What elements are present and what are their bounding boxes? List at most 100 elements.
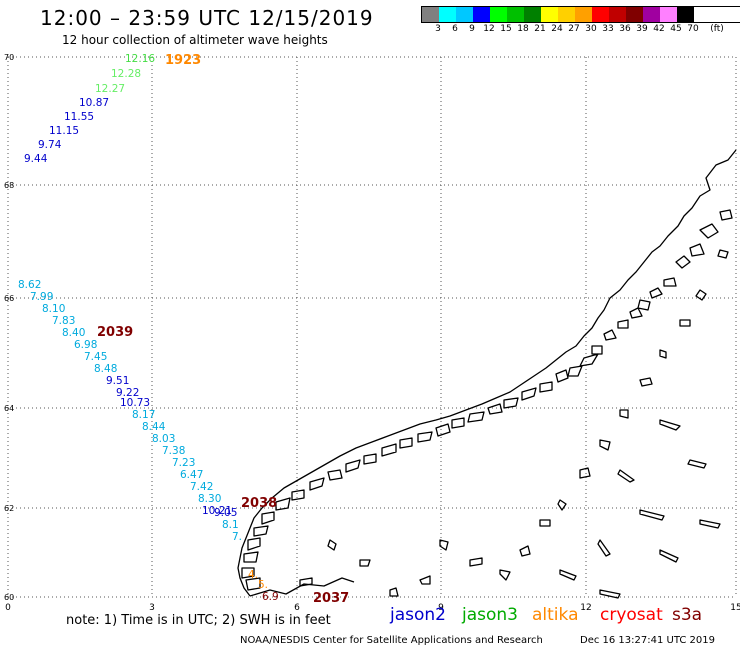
wave-height-label: 8.03 [152, 433, 175, 445]
wave-height-label: 7.99 [30, 291, 53, 303]
wave-height-label: 8.62 [18, 279, 41, 291]
legend-swatch-30 [575, 7, 592, 22]
legend-labels: 3 6 9 12 15 18 21 24 27 30 33 36 39 42 45 70 (ft) [421, 23, 740, 35]
coast-fjords-mid [241, 353, 599, 591]
legend-label-39: 39 [636, 24, 648, 34]
wave-height-label: 8.40 [62, 327, 85, 339]
legend-swatch-39 [626, 7, 643, 22]
legend-swatch-6 [439, 7, 456, 22]
lat-tick-label: 68 [4, 181, 14, 190]
legend-unit: (ft) [710, 24, 724, 34]
measurement-labels: 12.16 12.28 12.27 10.87 11.55 11.15 9.74 9.44 8.… [18, 53, 349, 606]
coastline [237, 149, 737, 599]
inland-lakes [299, 249, 729, 599]
wave-height-label: 9.05 [214, 507, 237, 519]
footer-note: note: 1) Time is in UTC; 2) SWH is in fe… [66, 613, 331, 628]
legend-swatch-36 [609, 7, 626, 22]
page-subtitle: 12 hour collection of altimeter wave hei… [62, 33, 328, 47]
norway-mainland-coast [237, 149, 737, 597]
wave-height-label: 8.17 [132, 409, 155, 421]
wave-height-label: 10.73 [120, 397, 150, 409]
legend-label-12: 12 [483, 24, 495, 34]
wave-height-label: 7.83 [52, 315, 75, 327]
legend-swatch-33 [592, 7, 609, 22]
wave-height-label: 8.44 [142, 421, 166, 433]
legend-swatch-3 [422, 7, 439, 22]
legend-swatch-18 [507, 7, 524, 22]
wave-height-label: 11.15 [49, 125, 79, 137]
coast-islands-north [591, 209, 733, 355]
legend-label-24: 24 [551, 24, 563, 34]
lon-tick-label: 0 [5, 603, 11, 613]
wave-height-label: 9.22 [116, 387, 139, 399]
legend-label-21: 21 [534, 24, 546, 34]
legend-label-6: 6 [452, 24, 458, 34]
legend-swatch-9 [456, 7, 473, 22]
legend-label-27: 27 [568, 24, 580, 34]
legend-label-18: 18 [517, 24, 529, 34]
legend-swatch-15 [490, 7, 507, 22]
footer-credit: NOAA/NESDIS Center for Satellite Applica… [240, 635, 543, 646]
wave-height-label: 7.45 [84, 351, 107, 363]
wave-height-label: 10.21 [202, 505, 232, 517]
pass-time-label: 2039 [97, 325, 133, 340]
legend-label-33: 33 [602, 24, 614, 34]
wave-height-label: 8.10 [42, 303, 65, 315]
legend-swatch-27 [558, 7, 575, 22]
legend-label-42: 42 [653, 24, 665, 34]
lat-tick-label: 66 [4, 294, 14, 303]
mission-altika: altika [532, 605, 579, 625]
color-legend: 3 6 9 12 15 18 21 24 27 30 33 36 39 42 45 70 (ft) [421, 6, 740, 35]
wave-height-label: 9.44 [24, 153, 48, 165]
lon-tick-label: 15 [730, 603, 740, 613]
lat-tick-label: 64 [4, 404, 14, 413]
wave-height-label: 11.55 [64, 111, 94, 123]
wave-height-label: 8.1 [222, 519, 239, 531]
lat-tick-label: 60 [4, 593, 14, 602]
wave-height-label: 9.74 [38, 139, 62, 151]
legend-swatches [421, 6, 740, 23]
lat-lon-grid: 0 3 6 9 12 15 70 68 66 64 62 60 [4, 53, 740, 613]
wave-height-label: 5. [258, 579, 268, 591]
wave-height-label: 10.87 [79, 97, 109, 109]
wave-height-label: 7.38 [162, 445, 185, 457]
legend-swatch-12 [473, 7, 490, 22]
southern-coast [249, 577, 355, 597]
legend-swatch-24 [541, 7, 558, 22]
legend-label-45: 45 [670, 24, 682, 34]
wave-height-label: 12.28 [111, 68, 141, 80]
lon-tick-label: 12 [580, 603, 591, 613]
mission-jason3: jason3 [462, 605, 518, 625]
legend-label-30: 30 [585, 24, 597, 34]
wave-height-label: 8.48 [94, 363, 117, 375]
lon-tick-label: 9 [438, 603, 444, 613]
wave-height-label: 12.16 [125, 53, 155, 65]
mission-jason2: jason2 [390, 605, 446, 625]
wave-height-label: 6.98 [74, 339, 97, 351]
legend-label-3: 3 [435, 24, 441, 34]
pass-time-label: 2037 [313, 591, 349, 606]
wave-height-label: 9.51 [106, 375, 129, 387]
lat-tick-label: 62 [4, 504, 14, 513]
mission-s3a: s3a [672, 605, 703, 625]
lat-tick-label: 70 [4, 53, 14, 62]
pass-time-label: 1923 [165, 53, 201, 68]
lon-tick-label: 6 [294, 603, 300, 613]
legend-label-9: 9 [469, 24, 475, 34]
lon-tick-label: 3 [149, 603, 155, 613]
legend-label-15: 15 [500, 24, 512, 34]
wave-height-label: 8.30 [198, 493, 221, 505]
legend-swatch-70 [677, 7, 694, 22]
wave-height-label: 4. [248, 569, 258, 581]
wave-height-label: 12.27 [95, 83, 125, 95]
wave-height-label: 6.9 [262, 591, 279, 603]
legend-swatch-42 [643, 7, 660, 22]
mission-cryosat: cryosat [600, 605, 663, 625]
legend-swatch-21 [524, 7, 541, 22]
wave-height-label: 7.23 [172, 457, 195, 469]
legend-label-70: 70 [687, 24, 699, 34]
legend-label-36: 36 [619, 24, 631, 34]
wave-height-label: 7.42 [190, 481, 213, 493]
wave-height-label: 7. [232, 531, 242, 543]
